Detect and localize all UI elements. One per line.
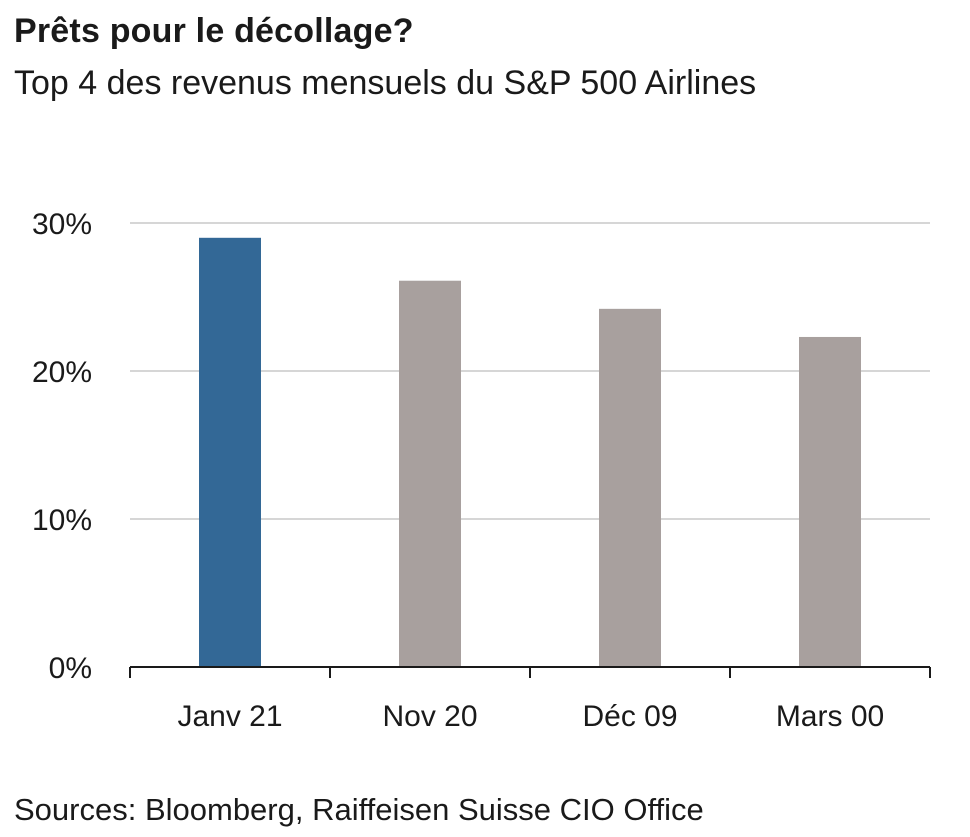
chart-title: Prêts pour le décollage? xyxy=(14,12,414,50)
y-tick-label: 30% xyxy=(32,208,92,241)
source-note: Sources: Bloomberg, Raiffeisen Suisse CI… xyxy=(14,792,704,827)
x-axis xyxy=(129,666,931,678)
bar xyxy=(599,308,661,667)
bar xyxy=(399,280,461,667)
x-tick-label: Mars 00 xyxy=(776,700,884,733)
x-tick-label: Janv 21 xyxy=(177,700,282,733)
bar xyxy=(199,237,261,668)
y-tick-label: 0% xyxy=(49,652,92,685)
gridlines xyxy=(130,222,930,520)
y-axis-labels: 0% 10% 20% 30% xyxy=(32,208,92,685)
bar xyxy=(799,336,861,667)
bars xyxy=(199,237,861,668)
x-tick-label: Déc 09 xyxy=(582,700,677,733)
x-axis-labels: Janv 21 Nov 20 Déc 09 Mars 00 xyxy=(177,700,884,733)
x-tick-label: Nov 20 xyxy=(382,700,477,733)
y-tick-label: 10% xyxy=(32,504,92,537)
chart-subtitle: Top 4 des revenus mensuels du S&P 500 Ai… xyxy=(14,64,757,102)
y-tick-label: 20% xyxy=(32,356,92,389)
